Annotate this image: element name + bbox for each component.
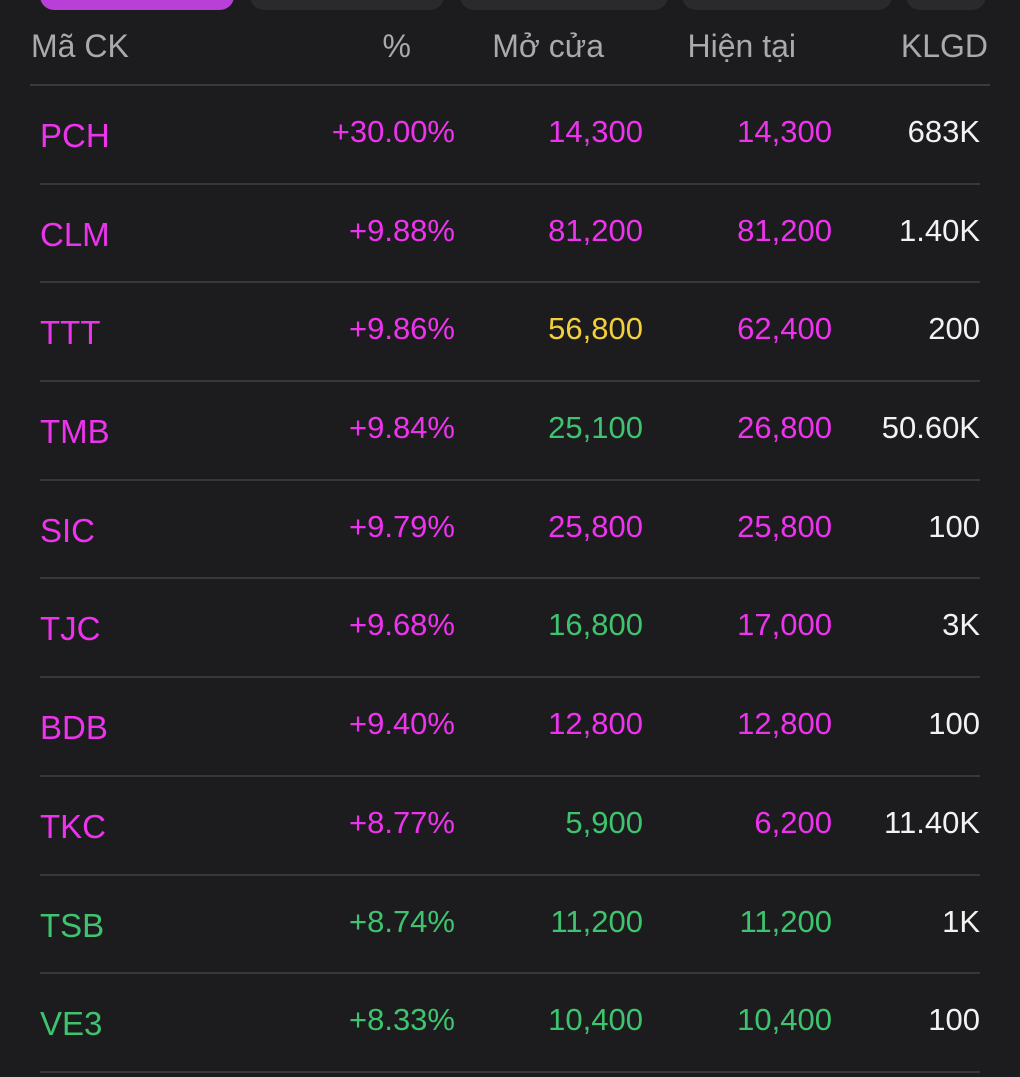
trading-volume: 3K xyxy=(942,607,980,643)
filter-tab[interactable] xyxy=(906,0,986,10)
column-header-current[interactable]: Hiện tại xyxy=(687,28,797,64)
trading-volume: 100 xyxy=(928,508,980,544)
current-price: 62,400 xyxy=(737,311,832,347)
percent-change: +9.84% xyxy=(348,410,455,446)
column-header-symbol[interactable]: Mã CK xyxy=(31,28,129,64)
percent-change: +8.33% xyxy=(348,1002,455,1038)
open-price: 81,200 xyxy=(548,212,643,248)
current-price: 10,400 xyxy=(737,1002,832,1038)
table-row[interactable]: VE3 +8.33% 10,400 10,400 100 xyxy=(40,974,980,1073)
table-row[interactable]: BDB +9.40% 12,800 12,800 100 xyxy=(40,678,980,777)
filter-tab-active[interactable] xyxy=(40,0,234,10)
filter-tab[interactable] xyxy=(460,0,668,10)
filter-tab[interactable] xyxy=(250,0,444,10)
current-price: 25,800 xyxy=(737,508,832,544)
current-price: 26,800 xyxy=(737,410,832,446)
stock-symbol: CLM xyxy=(40,215,110,253)
table-row[interactable]: TMB +9.84% 25,100 26,800 50.60K xyxy=(40,382,980,481)
open-price: 14,300 xyxy=(548,114,643,149)
current-price: 6,200 xyxy=(754,804,832,840)
current-price: 11,200 xyxy=(739,903,832,939)
table-row[interactable]: TSB +8.74% 11,200 11,200 1K xyxy=(40,876,980,975)
trading-volume: 200 xyxy=(928,311,980,347)
current-price: 12,800 xyxy=(737,706,832,742)
stock-symbol: TKC xyxy=(40,807,106,845)
table-row[interactable]: TJC +9.68% 16,800 17,000 3K xyxy=(40,579,980,679)
table-row[interactable]: PCH +30.00% 14,300 14,300 683K xyxy=(40,86,980,185)
stock-symbol: TTT xyxy=(40,314,101,352)
trading-volume: 100 xyxy=(928,706,980,742)
trading-volume: 1K xyxy=(942,903,980,939)
filter-tabs xyxy=(0,0,1020,10)
percent-change: +30.00% xyxy=(331,114,455,149)
table-row[interactable]: SIC +9.79% 25,800 25,800 100 xyxy=(40,481,980,580)
trading-volume: 683K xyxy=(907,114,980,149)
percent-change: +9.88% xyxy=(348,212,455,248)
stock-list: PCH +30.00% 14,300 14,300 683K CLM +9.88% 81,20… xyxy=(0,86,1020,1073)
percent-change: +8.74% xyxy=(348,903,455,939)
stock-symbol: TJC xyxy=(40,610,101,648)
current-price: 17,000 xyxy=(737,607,832,643)
open-price: 12,800 xyxy=(548,706,643,742)
stock-symbol: TSB xyxy=(40,906,105,944)
table-row[interactable]: TKC +8.77% 5,900 6,200 11.40K xyxy=(40,777,980,876)
table-header: Mã CK % Mở cửa Hiện tại KLGD xyxy=(0,24,1020,72)
header-divider xyxy=(30,84,990,86)
trading-volume: 1.40K xyxy=(898,212,980,248)
percent-change: +9.86% xyxy=(348,311,455,347)
trading-volume: 100 xyxy=(928,1002,980,1038)
open-price: 5,900 xyxy=(565,804,643,840)
open-price: 11,200 xyxy=(550,903,643,939)
open-price: 25,800 xyxy=(548,508,643,544)
open-price: 56,800 xyxy=(548,311,643,347)
current-price: 81,200 xyxy=(737,212,832,248)
stock-symbol: PCH xyxy=(40,117,110,154)
column-header-percent[interactable]: % xyxy=(382,28,411,64)
column-header-open[interactable]: Mở cửa xyxy=(492,28,604,64)
column-header-volume[interactable]: KLGD xyxy=(900,28,988,64)
trading-volume: 11.40K xyxy=(884,804,980,840)
table-row[interactable]: TTT +9.86% 56,800 62,400 200 xyxy=(40,283,980,383)
stock-symbol: VE3 xyxy=(40,1005,103,1043)
current-price: 14,300 xyxy=(737,114,832,149)
percent-change: +9.79% xyxy=(348,508,455,544)
trading-volume: 50.60K xyxy=(881,410,980,446)
stock-symbol: TMB xyxy=(40,413,110,451)
open-price: 10,400 xyxy=(548,1002,643,1038)
stock-symbol: BDB xyxy=(40,709,108,747)
stock-symbol: SIC xyxy=(40,511,96,549)
percent-change: +9.68% xyxy=(348,607,455,643)
open-price: 16,800 xyxy=(548,607,643,643)
percent-change: +9.40% xyxy=(348,706,455,742)
open-price: 25,100 xyxy=(548,410,643,446)
percent-change: +8.77% xyxy=(348,804,455,840)
table-row[interactable]: CLM +9.88% 81,200 81,200 1.40K xyxy=(40,185,980,284)
filter-tab[interactable] xyxy=(682,0,892,10)
